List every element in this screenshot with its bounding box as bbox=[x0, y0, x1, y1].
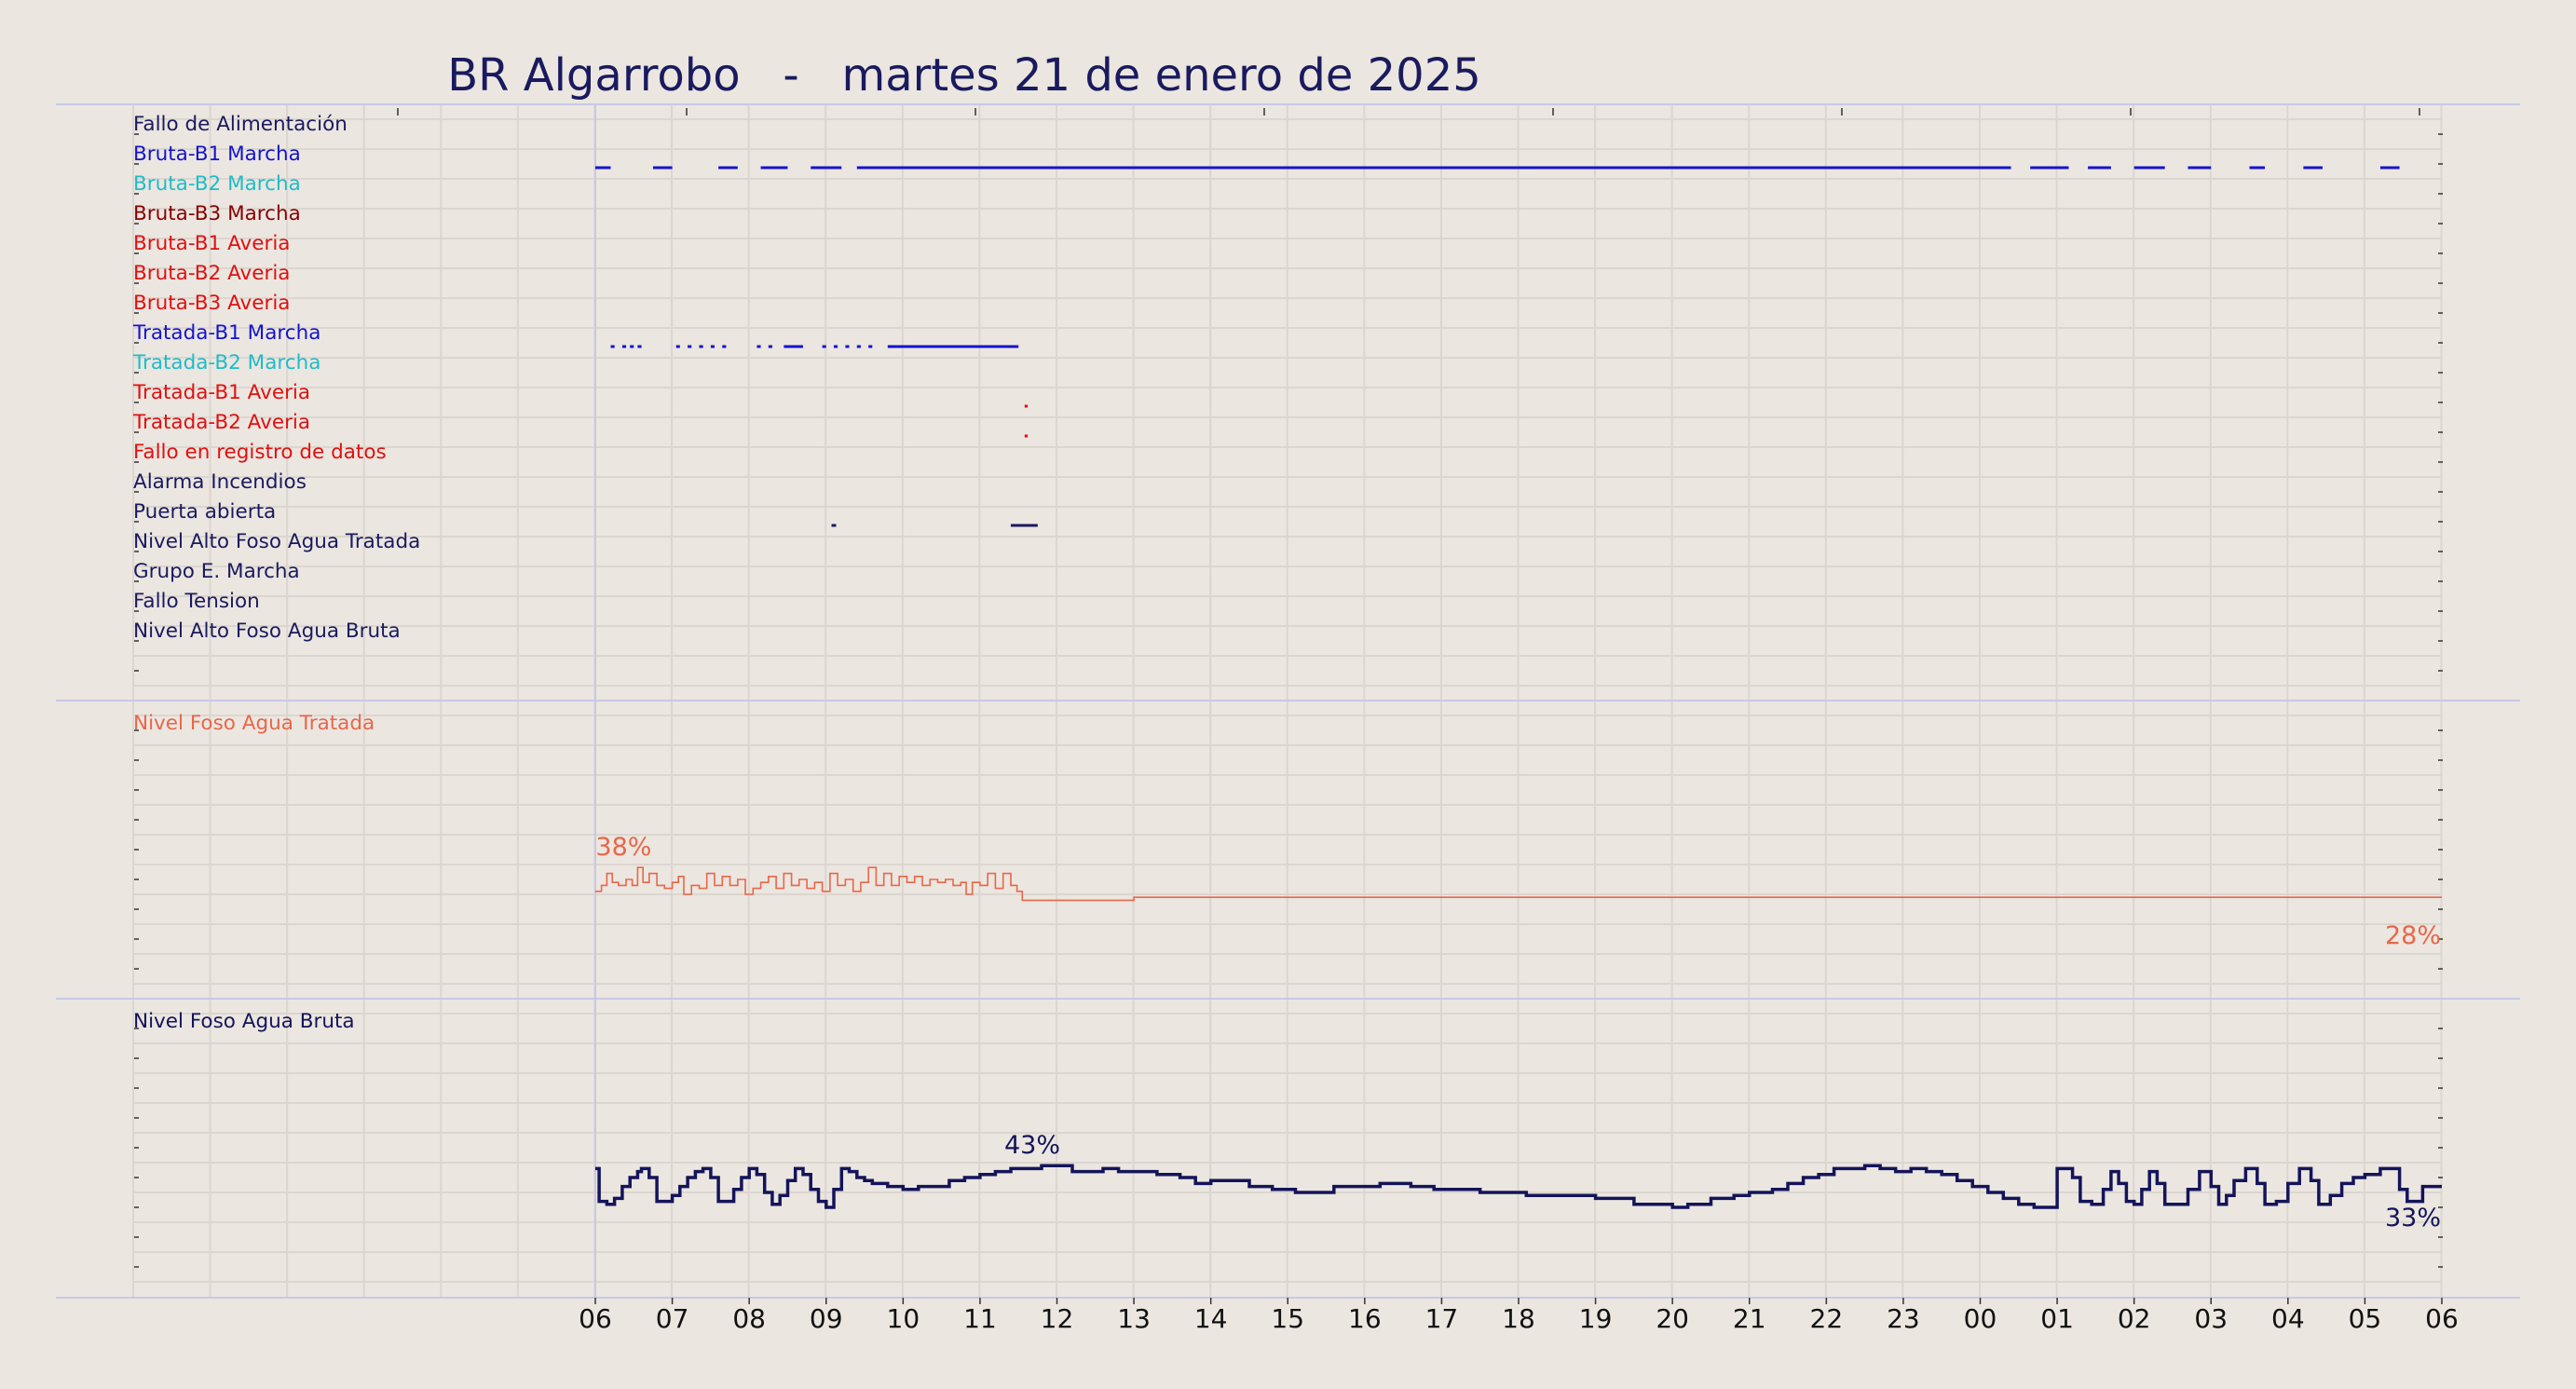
signal-label: Fallo de Alimentación bbox=[133, 113, 348, 136]
x-tick-label: 10 bbox=[887, 1303, 920, 1334]
signal-label: Bruta-B3 Averia bbox=[133, 292, 290, 315]
x-tick-label: 04 bbox=[2271, 1303, 2305, 1334]
series-panel: Nivel Foso Agua Tratada 38% 28% bbox=[133, 712, 2442, 950]
x-tick-label: 13 bbox=[1117, 1303, 1151, 1334]
last-value-label: 33% bbox=[2385, 1204, 2441, 1232]
signal-label: Puerta abierta bbox=[133, 500, 276, 524]
x-tick-label: 19 bbox=[1579, 1303, 1613, 1334]
x-tick-label: 17 bbox=[1425, 1303, 1459, 1334]
series-panel: Nivel Foso Agua Bruta 43% 33% bbox=[133, 1010, 2442, 1232]
x-tick-label: 11 bbox=[963, 1303, 997, 1334]
x-tick-label: 09 bbox=[810, 1303, 843, 1334]
x-tick-label: 06 bbox=[2425, 1303, 2459, 1334]
digital-signal-panel: Fallo de Alimentación Bruta-B1 Marcha Brut… bbox=[132, 113, 2400, 643]
signal-label: Fallo en registro de datos bbox=[133, 441, 387, 464]
max-value-label: 38% bbox=[595, 833, 651, 862]
signal-label: Tratada-B1 Marcha bbox=[132, 321, 320, 345]
signal-label: Bruta-B2 Marcha bbox=[133, 172, 301, 196]
signal-label: Bruta-B2 Averia bbox=[133, 262, 290, 285]
signal-label: Alarma Incendios bbox=[133, 470, 307, 494]
x-tick-label: 23 bbox=[1887, 1303, 1920, 1334]
x-tick-label: 08 bbox=[732, 1303, 766, 1334]
x-tick-label: 00 bbox=[1964, 1303, 1997, 1334]
signal-label: Bruta-B1 Averia bbox=[133, 232, 290, 255]
x-tick-label: 02 bbox=[2118, 1303, 2151, 1334]
signal-label: Nivel Alto Foso Agua Tratada bbox=[133, 530, 420, 553]
x-tick-label: 07 bbox=[656, 1303, 689, 1334]
x-tick-label: 16 bbox=[1348, 1303, 1382, 1334]
last-value-label: 28% bbox=[2385, 921, 2441, 950]
series-line bbox=[595, 1164, 2442, 1209]
x-tick-label: 05 bbox=[2349, 1303, 2382, 1334]
x-tick-label: 06 bbox=[579, 1303, 612, 1334]
signal-label: Fallo Tension bbox=[133, 590, 260, 613]
x-tick-label: 01 bbox=[2040, 1303, 2074, 1334]
signal-label: Bruta-B3 Marcha bbox=[133, 202, 301, 225]
x-tick-label: 15 bbox=[1271, 1303, 1304, 1334]
max-value-label: 43% bbox=[1004, 1131, 1060, 1160]
x-tick-label: 22 bbox=[1810, 1303, 1844, 1334]
series-label: Nivel Foso Agua Bruta bbox=[133, 1010, 355, 1033]
x-tick-label: 12 bbox=[1041, 1303, 1074, 1334]
signal-label: Nivel Alto Foso Agua Bruta bbox=[133, 620, 401, 643]
signal-label: Bruta-B1 Marcha bbox=[133, 143, 301, 166]
x-tick-label: 14 bbox=[1194, 1303, 1228, 1334]
x-tick-label: 18 bbox=[1502, 1303, 1535, 1334]
x-axis: 06 07 08 09 10 11 12 13 14 15 16 17 18 19 20 21 22 23 00 01… bbox=[579, 1298, 2459, 1334]
x-tick-label: 21 bbox=[1733, 1303, 1766, 1334]
signal-label: Grupo E. Marcha bbox=[133, 560, 300, 583]
signal-label: Tratada-B2 Averia bbox=[132, 411, 310, 434]
series-label: Nivel Foso Agua Tratada bbox=[133, 712, 375, 735]
series-line bbox=[595, 866, 2442, 902]
chart-title: BR Algarrobo - martes 21 de enero de 202… bbox=[447, 49, 1481, 102]
signal-label: Tratada-B2 Marcha bbox=[132, 351, 320, 374]
signal-label: Tratada-B1 Averia bbox=[132, 381, 310, 404]
x-tick-label: 03 bbox=[2194, 1303, 2228, 1334]
x-tick-label: 20 bbox=[1656, 1303, 1689, 1334]
